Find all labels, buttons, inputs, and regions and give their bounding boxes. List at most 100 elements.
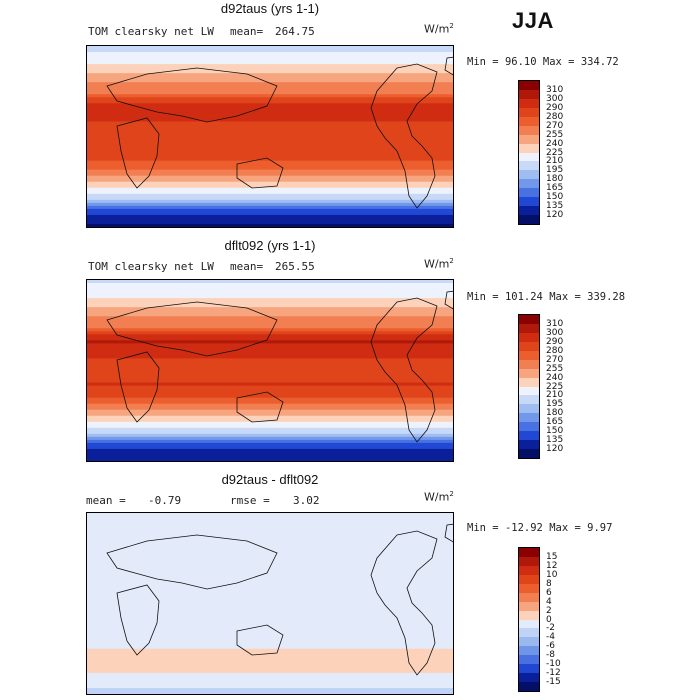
- colorbar-tick-label: 300: [546, 93, 564, 104]
- panel-1-units: W/m2: [424, 22, 454, 36]
- field-band: [87, 163, 453, 168]
- coastline: [106, 534, 278, 590]
- colorbar-swatch: [519, 215, 539, 224]
- colorbar-swatch: [519, 395, 539, 405]
- field-band: [87, 313, 453, 317]
- colorbar-tick-label: -2: [546, 623, 555, 634]
- field-band: [87, 513, 453, 517]
- field-band: [87, 331, 453, 335]
- colorbar-swatch: [519, 556, 539, 566]
- colorbar-swatch: [519, 592, 539, 602]
- colorbar-swatch: [519, 637, 539, 647]
- colorbar-tick-label: 135: [546, 435, 564, 446]
- field-band: [87, 106, 453, 110]
- field-band: [87, 208, 453, 213]
- colorbar-swatch: [519, 188, 539, 198]
- colorbar-tick-label: 8: [546, 578, 552, 589]
- field-band: [87, 576, 453, 580]
- field-band: [87, 663, 453, 668]
- field-band: [87, 328, 453, 332]
- field-band: [87, 433, 453, 438]
- field-band: [87, 298, 453, 302]
- field-band: [87, 552, 453, 556]
- colorbar-tick-label: -6: [546, 641, 555, 652]
- field-band: [87, 79, 453, 83]
- panel-2-variable-label: TOM clearsky net LW: [88, 260, 214, 273]
- colorbar-tick-label: 310: [546, 318, 564, 329]
- panel-2-mean-value: 265.55: [275, 260, 315, 273]
- field-band: [87, 430, 453, 435]
- field-band: [87, 690, 453, 694]
- field-band: [87, 70, 453, 74]
- field-band: [87, 358, 453, 362]
- field-band: [87, 61, 453, 65]
- field-band: [87, 112, 453, 116]
- panel-2-title: dflt092 (yrs 1-1): [224, 238, 316, 253]
- colorbar-tick-label: 12: [546, 560, 558, 571]
- field-band: [87, 543, 453, 547]
- field-band: [87, 672, 453, 677]
- colorbar-tick-label: 255: [546, 129, 564, 140]
- field-band: [87, 657, 453, 662]
- field-band: [87, 169, 453, 174]
- field-band: [87, 618, 453, 623]
- field-band: [87, 205, 453, 210]
- field-band: [87, 322, 453, 326]
- field-band: [87, 166, 453, 171]
- panel-3-title: d92taus - dflt092: [221, 472, 319, 487]
- colorbar-tick-label: -4: [546, 632, 555, 643]
- field-band: [87, 55, 453, 59]
- field-band: [87, 193, 453, 198]
- panel-3-map: [86, 512, 454, 695]
- field-band: [87, 373, 453, 378]
- field-band: [87, 181, 453, 186]
- field-band: [87, 585, 453, 589]
- panel-3-rmse-value: 3.02: [293, 494, 320, 507]
- colorbar-tick-label: 290: [546, 336, 564, 347]
- season-label: JJA: [512, 8, 554, 33]
- field-band: [87, 367, 453, 371]
- field-band: [87, 621, 453, 626]
- field-band: [87, 570, 453, 574]
- field-band: [87, 148, 453, 153]
- field-band: [87, 109, 453, 113]
- field-band: [87, 280, 453, 284]
- field-band: [87, 160, 453, 165]
- colorbar-swatch: [519, 682, 539, 691]
- field-band: [87, 412, 453, 417]
- field-band: [87, 582, 453, 586]
- panel-1-map: [86, 45, 454, 228]
- field-band: [87, 190, 453, 195]
- colorbar-tick-label: -12: [546, 668, 561, 679]
- field-band: [87, 97, 453, 101]
- field-band: [87, 301, 453, 305]
- field-band: [87, 202, 453, 207]
- colorbar-swatch: [519, 125, 539, 135]
- field-band: [87, 85, 453, 89]
- field-band: [87, 421, 453, 426]
- colorbar-tick-label: 180: [546, 174, 564, 185]
- field-band: [87, 627, 453, 632]
- coastline: [106, 67, 278, 123]
- panel-2-minmax: Min = 101.24 Max = 339.28: [467, 291, 626, 303]
- colorbar-swatch: [519, 116, 539, 126]
- colorbar-swatch: [519, 431, 539, 441]
- colorbar-tick-label: 165: [546, 417, 564, 428]
- field-band: [87, 67, 453, 71]
- colorbar-tick-label: 120: [546, 210, 564, 221]
- field-band: [87, 136, 453, 141]
- colorbar-swatch: [519, 206, 539, 216]
- field-band: [87, 91, 453, 95]
- field-band: [87, 73, 453, 77]
- field-band: [87, 355, 453, 359]
- colorbar-tick-label: 180: [546, 408, 564, 419]
- colorbar-swatch: [519, 315, 539, 324]
- colorbar-swatch: [519, 143, 539, 153]
- colorbar-swatch: [519, 98, 539, 108]
- colorbar-swatch: [519, 655, 539, 665]
- field-band: [87, 319, 453, 323]
- panel-2-map: [86, 279, 454, 462]
- field-band: [87, 199, 453, 204]
- field-band: [87, 310, 453, 314]
- colorbar-tick-label: -15: [546, 677, 561, 688]
